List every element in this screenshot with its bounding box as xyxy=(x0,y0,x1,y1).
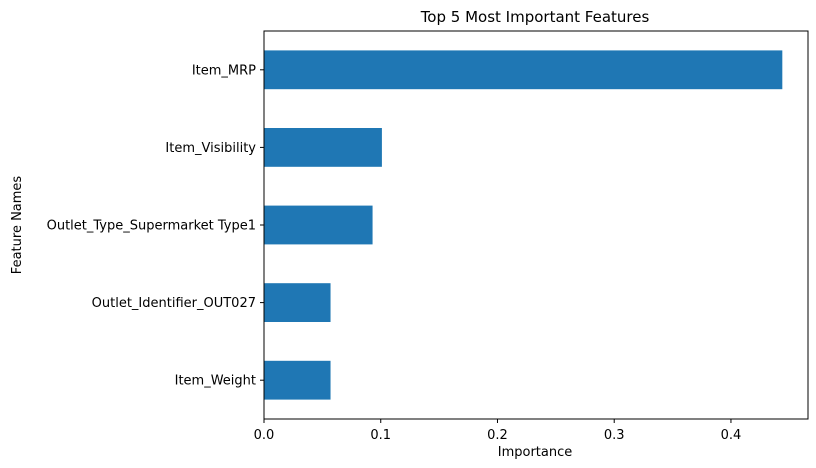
y-tick-label: Outlet_Identifier_OUT027 xyxy=(92,296,256,311)
x-tick-label: 0.4 xyxy=(721,428,742,443)
y-axis: Item_MRP Item_Visibility Outlet_Type_Super… xyxy=(47,63,264,389)
bar xyxy=(264,283,331,322)
bars-layer xyxy=(264,50,783,400)
x-axis: 0.0 0.1 0.2 0.3 0.4 xyxy=(254,419,742,443)
y-axis-label: Feature Names xyxy=(10,176,25,275)
x-tick-label: 0.2 xyxy=(487,428,508,443)
y-tick-label: Item_Weight xyxy=(175,374,256,389)
x-tick-label: 0.0 xyxy=(254,428,275,443)
bar xyxy=(264,128,382,167)
x-axis-label: Importance xyxy=(498,445,573,460)
bar xyxy=(264,360,331,400)
bar xyxy=(264,50,783,90)
y-tick-label: Item_MRP xyxy=(192,63,256,78)
x-tick-label: 0.3 xyxy=(604,428,625,443)
y-tick-label: Item_Visibility xyxy=(165,141,256,156)
y-tick-label: Outlet_Type_Supermarket Type1 xyxy=(47,219,256,234)
bar xyxy=(264,205,373,245)
x-tick-label: 0.1 xyxy=(370,428,391,443)
chart-title: Top 5 Most Important Features xyxy=(420,8,650,26)
